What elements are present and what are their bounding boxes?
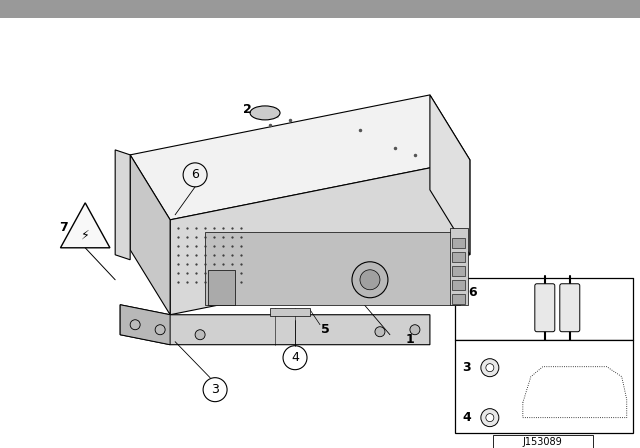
Circle shape [486, 414, 494, 422]
Circle shape [375, 327, 385, 337]
Text: J153089: J153089 [523, 437, 563, 447]
Polygon shape [0, 0, 640, 18]
Circle shape [360, 270, 380, 290]
Text: 7: 7 [59, 221, 68, 234]
Text: 6: 6 [468, 286, 477, 299]
Bar [452, 238, 465, 248]
Text: ⚡: ⚡ [81, 228, 90, 241]
Text: 3: 3 [211, 383, 219, 396]
Polygon shape [430, 95, 470, 255]
Polygon shape [450, 228, 468, 305]
Circle shape [155, 325, 165, 335]
Circle shape [486, 364, 494, 372]
Ellipse shape [250, 106, 280, 120]
Bar [455, 340, 633, 433]
Bar [493, 435, 593, 448]
Polygon shape [270, 308, 310, 316]
Polygon shape [130, 155, 170, 315]
FancyBboxPatch shape [535, 284, 555, 332]
Text: 2: 2 [243, 103, 252, 116]
Polygon shape [205, 232, 460, 305]
Text: 4: 4 [463, 411, 471, 424]
Polygon shape [523, 367, 627, 418]
Circle shape [410, 325, 420, 335]
Bar [452, 280, 465, 290]
Polygon shape [115, 150, 130, 260]
Text: 6: 6 [191, 168, 199, 181]
Bar [452, 266, 465, 276]
Polygon shape [60, 203, 110, 248]
Polygon shape [130, 95, 470, 220]
Circle shape [481, 359, 499, 377]
Text: 4: 4 [291, 351, 299, 364]
Polygon shape [120, 305, 430, 345]
Circle shape [352, 262, 388, 298]
Text: 5: 5 [321, 323, 330, 336]
Circle shape [130, 320, 140, 330]
Polygon shape [170, 160, 470, 315]
Bar [452, 294, 465, 304]
Text: 1: 1 [406, 333, 414, 346]
Text: 3: 3 [463, 361, 471, 374]
FancyBboxPatch shape [560, 284, 580, 332]
Bar [452, 252, 465, 262]
Circle shape [195, 330, 205, 340]
Polygon shape [120, 305, 170, 345]
Circle shape [481, 409, 499, 426]
Polygon shape [208, 270, 235, 305]
